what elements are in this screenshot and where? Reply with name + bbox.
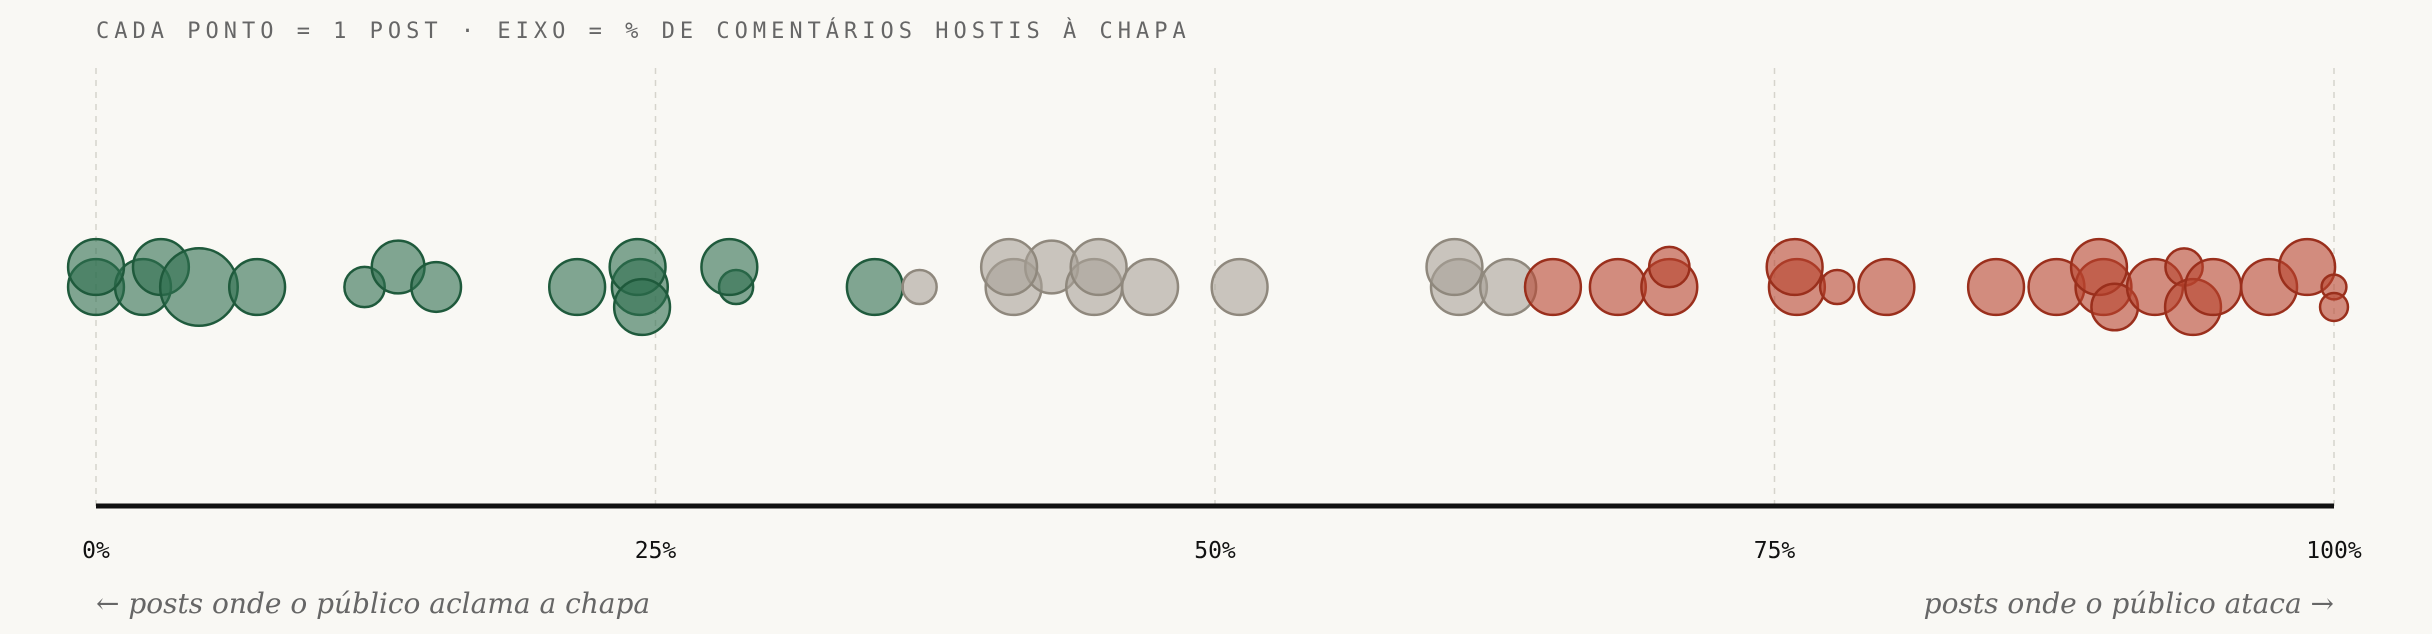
post-dot (1857, 257, 1916, 317)
post-dot (1425, 237, 1484, 297)
post-dot (700, 237, 759, 297)
post-dot (612, 277, 672, 337)
post-dot (1523, 257, 1583, 317)
x-tick-label: 0% (82, 538, 110, 564)
post-dot (1818, 268, 1856, 306)
post-dot (158, 246, 239, 328)
post-dot (2318, 291, 2350, 323)
post-dot (1765, 237, 1824, 297)
post-dot (1588, 257, 1648, 317)
post-dot (979, 237, 1039, 297)
post-dot (1966, 257, 2026, 317)
x-tick-label: 25% (635, 538, 677, 564)
post-dot (1069, 237, 1128, 297)
x-tick-label: 50% (1194, 538, 1236, 564)
post-dot (1647, 245, 1691, 289)
post-dot (845, 257, 904, 317)
post-dot (1210, 257, 1269, 317)
chart-title: CADA PONTO = 1 POST · EIXO = % DE COMENT… (96, 18, 1191, 44)
x-tick-label: 75% (1754, 538, 1796, 564)
left-annotation: ← posts onde o público aclama a chapa (96, 587, 650, 620)
post-dot (1120, 257, 1180, 317)
post-dot (66, 237, 126, 297)
post-dot (548, 257, 607, 317)
post-dot (227, 257, 287, 317)
post-dot (410, 260, 463, 314)
post-dot (2277, 237, 2337, 297)
post-dot (2183, 257, 2243, 317)
right-annotation: posts onde o público ataca → (1924, 587, 2334, 620)
post-dot (901, 268, 938, 306)
x-tick-label: 100% (2306, 538, 2362, 564)
